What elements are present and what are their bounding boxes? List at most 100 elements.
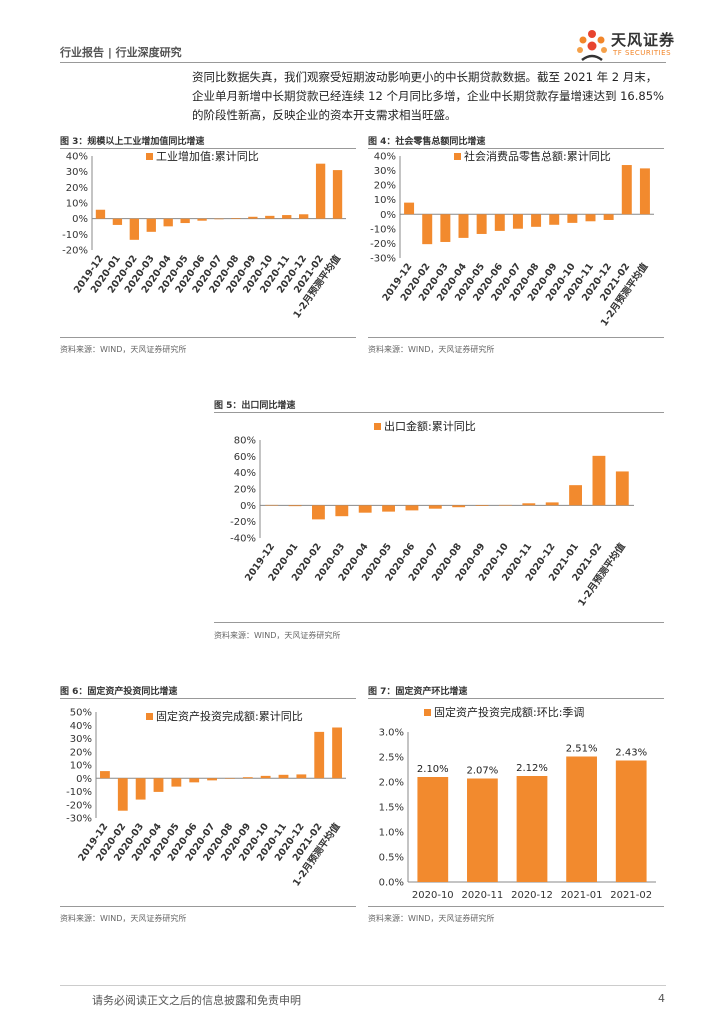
figure-3-source: 资料来源：WIND，天风证券研究所	[60, 345, 187, 354]
legend-label: 工业增加值:累计同比	[156, 150, 259, 163]
legend-swatch	[146, 713, 153, 720]
bar-2020-08	[225, 778, 235, 779]
y-tick-label: 30%	[66, 167, 88, 178]
data-label: 2.10%	[417, 764, 449, 775]
bar-2020-03	[135, 778, 146, 800]
bar-1-2月预测平均值	[332, 170, 343, 219]
figure-6-bottom-rule	[60, 906, 356, 907]
bar-2020-08	[531, 214, 542, 227]
bar-2020-09	[242, 777, 253, 779]
y-tick-label: 0%	[76, 774, 92, 785]
logo-subtext: TF SECURITIES	[613, 49, 672, 57]
figure-3-chart: -20%-10%0%10%20%30%40%2019-122020-012020…	[62, 150, 346, 320]
bar-2020-04	[163, 218, 173, 227]
figure-6-source: 资料来源：WIND，天风证券研究所	[60, 914, 187, 923]
y-tick-label: -40%	[230, 534, 256, 545]
figure-7-bottom-rule	[368, 906, 664, 907]
y-tick-label: 60%	[234, 452, 256, 463]
y-tick-label: -20%	[66, 800, 92, 811]
bar-2020-05	[476, 214, 487, 234]
figure-7-chart: 0.0% 0.5% 1.0% 1.5% 2.0% 2.5% 3.0% 2.10% 2.07% 2.…	[379, 705, 656, 901]
y-tick-label: -10%	[66, 787, 92, 798]
bar-2021-01	[566, 756, 597, 882]
y-tick-label: -10%	[370, 224, 396, 235]
bar-2020-01	[288, 505, 302, 507]
y-tick-label: 10%	[66, 199, 88, 210]
y-tick-label: 0%	[380, 210, 396, 221]
y-tick-label: 2.5%	[379, 753, 404, 764]
bar-2020-08	[452, 505, 466, 508]
bar-2020-07	[214, 218, 224, 220]
figure-4-title: 图 4：社会零售总额同比增速	[368, 137, 486, 147]
report-header: 行业报告 | 行业深度研究	[60, 46, 182, 59]
bar-2020-02	[117, 778, 128, 811]
figure-3-rule	[60, 148, 356, 149]
body-paragraph: 资同比数据失真，我们观察受短期波动影响更小的中长期贷款数据。截至 2021 年 …	[192, 68, 670, 125]
bar-2020-06	[405, 505, 419, 511]
bar-2021-02	[314, 731, 325, 779]
figure-5-bottom-rule	[214, 622, 664, 623]
paragraph-line: 企业单月新增中长期贷款已经连续 12 个月同比多增，企业中长期贷款存量增速达到 …	[192, 89, 664, 103]
legend-swatch	[454, 153, 461, 160]
data-label: 2.07%	[467, 766, 499, 777]
figure-6-chart: -30%-20%-10%0%10%20%30%40%50%2019-122020…	[66, 708, 346, 888]
y-tick-label: 20%	[66, 183, 88, 194]
bar-2020-04	[153, 778, 164, 792]
figure-4-bottom-rule	[368, 337, 664, 338]
bar-2020-12	[296, 774, 307, 779]
y-tick-label: 1.0%	[379, 828, 404, 839]
data-label: 2.12%	[516, 763, 548, 774]
x-tick-label: 2020-11	[462, 890, 504, 901]
bar-2021-01	[569, 485, 582, 506]
bar-2020-10	[260, 775, 271, 779]
figure-4-rule	[368, 148, 664, 149]
y-tick-label: 10%	[70, 761, 92, 772]
y-tick-label: 30%	[70, 734, 92, 745]
tf-securities-logo-icon	[577, 30, 607, 62]
figure-5-rule	[214, 412, 664, 413]
bar-2020-12	[603, 214, 614, 220]
paragraph-line: 资同比数据失真，我们观察受短期波动影响更小的中长期贷款数据。截至 2021 年 …	[192, 70, 658, 84]
bar-2020-11	[522, 503, 536, 506]
y-tick-label: 50%	[70, 708, 92, 719]
bar-2020-01	[112, 218, 123, 225]
y-tick-label: 40%	[234, 468, 256, 479]
y-tick-label: 40%	[66, 152, 88, 163]
bar-2020-07	[512, 214, 523, 229]
figure-7-rule	[368, 698, 664, 699]
legend-label: 社会消费品零售总额:累计同比	[464, 150, 611, 163]
bar-2020-12	[545, 502, 559, 506]
y-tick-label: 40%	[374, 152, 396, 163]
bar-2020-12	[516, 776, 548, 882]
figure-7-title: 图 7：固定资产环比增速	[368, 687, 468, 697]
logo-text: 天风证券	[611, 31, 676, 49]
figure-3-title: 图 3：规模以上工业增加值同比增速	[60, 137, 205, 147]
y-tick-label: 0%	[72, 214, 88, 225]
bar-2020-11	[585, 214, 596, 222]
legend-label: 出口金额:累计同比	[384, 419, 476, 433]
bar-2020-11	[467, 778, 498, 882]
bar-2021-02	[592, 455, 606, 506]
y-tick-label: 40%	[70, 721, 92, 732]
bar-2020-05	[382, 505, 395, 512]
y-tick-label: -30%	[370, 254, 396, 265]
page-number: 4	[658, 992, 665, 1005]
y-tick-label: 20%	[234, 485, 256, 496]
bar-2020-09	[248, 216, 258, 219]
y-tick-label: -20%	[62, 246, 88, 257]
paragraph-line: 的阶段性新高，反映企业的资本开支需求相当旺盛。	[192, 108, 457, 122]
bar-2021-02	[615, 760, 647, 882]
legend-swatch	[424, 709, 431, 716]
bar-2020-09	[549, 214, 560, 225]
legend-swatch	[374, 423, 381, 430]
bar-2020-07	[207, 778, 217, 781]
x-tick-label: 2021-01	[561, 890, 603, 901]
data-label: 2.51%	[566, 744, 598, 755]
figure-5-chart: -40%-20%0%20%40%60%80%2019-122020-012020…	[230, 419, 634, 608]
y-tick-label: -30%	[66, 814, 92, 825]
y-tick-label: -20%	[370, 239, 396, 250]
legend-swatch	[146, 153, 153, 160]
y-tick-label: 30%	[374, 166, 396, 177]
bar-2019-12	[100, 771, 110, 779]
y-tick-label: 1.5%	[379, 803, 404, 814]
